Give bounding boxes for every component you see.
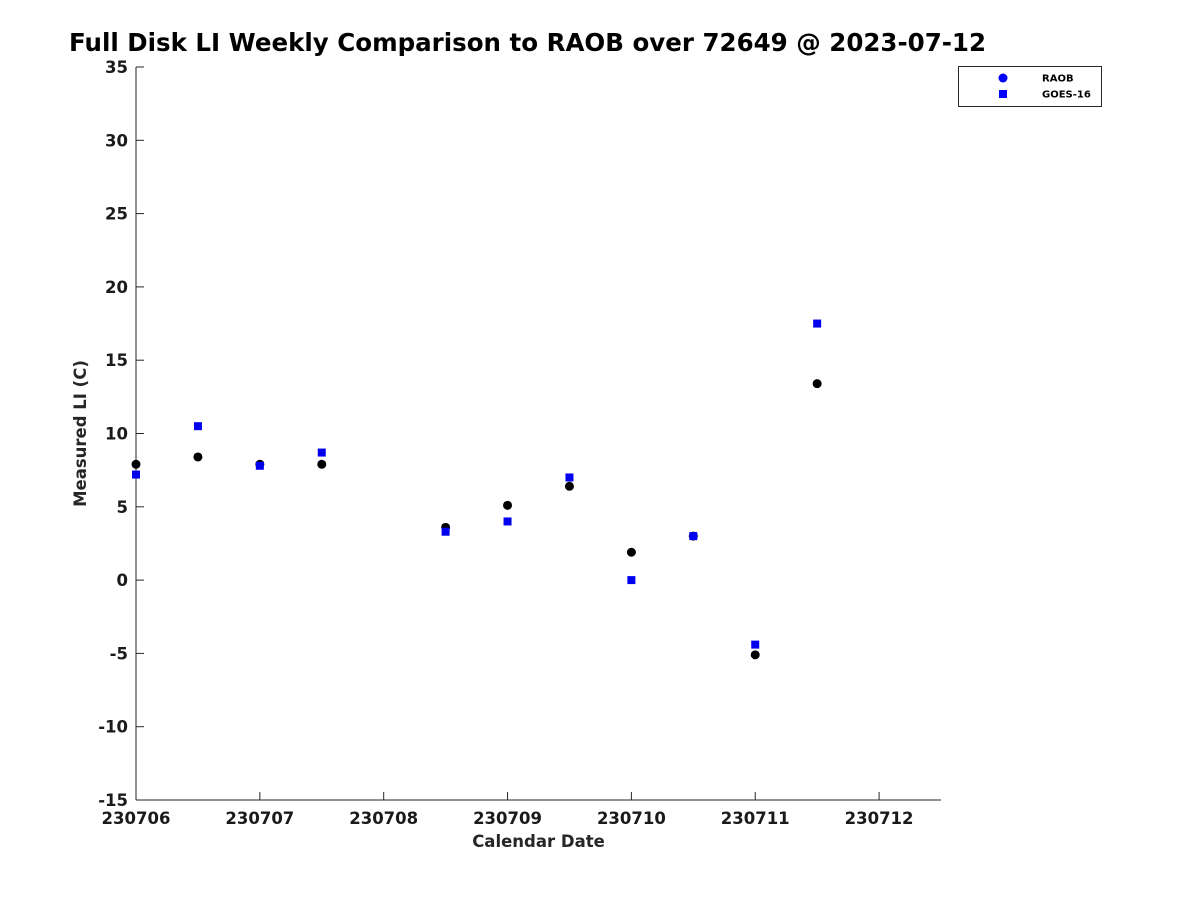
- y-tick-label: -15: [98, 791, 128, 810]
- data-marks: [131, 319, 822, 660]
- y-tick-label: 35: [105, 58, 128, 77]
- series-goes-16: [132, 319, 822, 649]
- data-point-circle: [317, 459, 327, 469]
- y-tick-label: 25: [105, 205, 128, 224]
- data-point-square: [317, 448, 326, 457]
- y-tick-label: 5: [117, 498, 128, 517]
- legend: RAOB GOES-16: [958, 66, 1102, 107]
- x-tick-label: 230710: [597, 809, 666, 828]
- y-tick-label: -10: [98, 718, 128, 737]
- data-point-square: [813, 319, 822, 328]
- data-point-circle: [812, 379, 822, 389]
- data-point-square: [193, 422, 202, 431]
- data-point-circle: [503, 500, 513, 510]
- data-point-square: [132, 470, 140, 479]
- x-tick-label: 230708: [349, 809, 418, 828]
- legend-marker: [998, 73, 1008, 83]
- data-point-square: [255, 461, 264, 470]
- x-tick-label: 230711: [721, 809, 790, 828]
- data-point-circle: [564, 481, 574, 491]
- x-tick-label: 230709: [473, 809, 542, 828]
- data-point-circle: [626, 547, 636, 557]
- data-point-square: [565, 473, 574, 482]
- legend-box: [958, 66, 1102, 107]
- data-point-circle: [131, 459, 141, 469]
- y-tick-label: -5: [110, 644, 128, 663]
- data-point-square: [503, 517, 512, 526]
- y-tick-label: 0: [117, 571, 128, 590]
- legend-marker: [999, 90, 1007, 98]
- data-point-square: [751, 640, 760, 649]
- chart-title: Full Disk LI Weekly Comparison to RAOB o…: [69, 28, 987, 57]
- data-point-square: [441, 527, 450, 536]
- x-tick-label: 230707: [225, 809, 294, 828]
- y-tick-label: 20: [105, 278, 128, 297]
- data-point-circle: [193, 452, 203, 462]
- legend-label: RAOB: [1042, 74, 1074, 85]
- data-point-square: [689, 532, 698, 541]
- y-tick-label: 10: [105, 425, 128, 444]
- y-axis-label: Measured LI (C): [71, 360, 90, 507]
- data-point-circle: [750, 650, 760, 660]
- x-axis-label: Calendar Date: [472, 832, 605, 851]
- series-raob: [131, 379, 822, 660]
- data-point-square: [627, 576, 636, 585]
- axes: -15 -10 -5 0 5 10 15 20 25 30 35 230706 230707 230708…: [71, 58, 941, 851]
- y-tick-label: 15: [105, 351, 128, 370]
- legend-label: GOES-16: [1042, 90, 1091, 101]
- y-tick-label: 30: [105, 131, 128, 150]
- x-tick-label: 230712: [845, 809, 914, 828]
- x-tick-label: 230706: [102, 809, 171, 828]
